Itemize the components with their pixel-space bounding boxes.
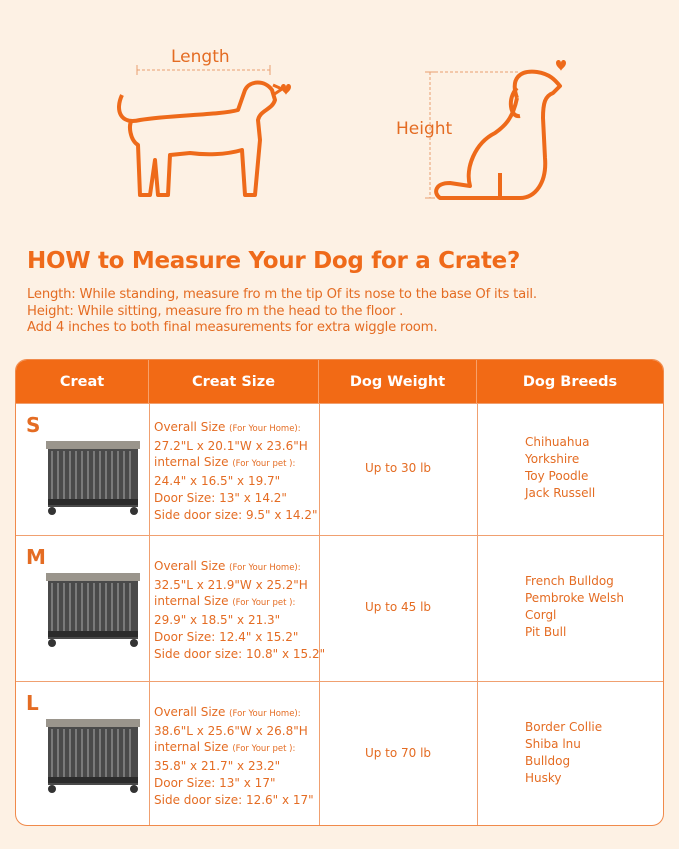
door-size: Door Size: 12.4" x 15.2" [154,629,299,644]
height-label: Height [396,119,453,139]
overall-label: Overall Size [154,420,226,434]
door-size: Door Size: 13" x 17" [154,775,276,790]
breed-item: Border Collie [525,720,603,734]
breed-item: Jack Russell [525,486,596,500]
internal-label: internal Size [154,594,229,609]
breed-item: Bulldog [525,754,571,768]
breed-item: Husky [525,771,562,785]
header-creat-size: Creat Size [149,360,319,403]
dog-breeds: French Bulldog Pembroke Welsh Corgl Pit Bul… [525,573,624,641]
breed-item: French Bulldog [525,574,614,588]
side-door-size: Side door size: 9.5" x 14.2" [154,507,318,522]
instructions: Length: While standing, measure fro m th… [27,287,537,337]
crate-specs: Overall Size (For Your Home): 38.6"L x 2… [154,704,314,808]
header-dog-weight: Dog Weight [319,360,477,403]
breed-item: Shiba lnu [525,737,581,751]
height-instruction: Height: While sitting, measure fro m the… [27,303,404,319]
size-table: Creat Creat Size Dog Weight Dog Breeds S… [15,359,664,826]
crate-image [46,573,140,647]
extra-room-instruction: Add 4 inches to both final measurements … [27,320,438,335]
crate-image [46,719,140,793]
overall-note: (For Your Home): [229,709,301,719]
overall-note: (For Your Home): [229,424,301,434]
header-dog-breeds: Dog Breeds [522,373,618,390]
dog-weight: Up to 70 lb [364,746,432,760]
sitting-dog-icon [425,60,566,200]
internal-note: (For Your pet ): [232,744,296,755]
table-row [16,535,663,681]
internal-note: (For Your pet ): [232,598,296,609]
breed-item: Toy Poodle [525,469,589,483]
standing-dog-icon [117,65,291,197]
overall-size: 32.5"L x 21.9"W x 25.2"H [154,577,308,592]
crate-size-letter: M [26,545,46,569]
dog-breeds: Border Collie Shiba lnu Bulldog Husky [525,719,602,787]
side-door-size: Side door size: 10.8" x 15.2" [154,646,326,661]
door-size: Door Size: 13" x 14.2" [154,490,287,505]
breed-item: Chihuahua [525,435,590,449]
breed-item: Pembroke Welsh [525,591,624,605]
internal-size: 29.9" x 18.5" x 21.3" [154,613,281,628]
dog-weight: Up to 45 lb [364,600,432,614]
overall-label: Overall Size [154,559,226,573]
internal-size: 24.4" x 16.5" x 19.7" [154,474,281,489]
table-header: Creat Creat Size Dog Weight Dog Breeds [16,360,663,403]
breed-item: Yorkshire [525,452,580,466]
header-creat: Creat [16,360,149,403]
table-row [16,681,663,825]
crate-specs: Overall Size (For Your Home): 27.2"L x 2… [154,419,318,523]
overall-note: (For Your Home): [229,563,301,573]
crate-size-letter: L [26,691,39,715]
page-title: HOW to Measure Your Dog for a Crate? [27,248,520,274]
internal-note: (For Your pet ): [232,459,296,470]
internal-label: internal Size [154,455,229,470]
length-instruction: Length: While standing, measure fro m th… [27,287,537,302]
dog-weight: Up to 30 lb [364,461,432,475]
overall-label: Overall Size [154,705,226,719]
breed-item: Corgl [525,608,557,622]
internal-label: internal Size [154,740,229,755]
overall-size: 27.2"L x 20.1"W x 23.6"H [154,438,308,453]
table-row [16,403,663,535]
length-label: Length [171,47,230,67]
breed-item: Pit Bull [525,625,567,639]
overall-size: 38.6"L x 25.6"W x 26.8"H [154,723,308,738]
crate-specs: Overall Size (For Your Home): 32.5"L x 2… [154,558,325,662]
dog-breeds: Chihuahua Yorkshire Toy Poodle Jack Russell [525,434,595,502]
crate-size-letter: S [26,413,41,437]
internal-size: 35.8" x 21.7" x 23.2" [154,759,281,774]
crate-image [46,441,140,515]
side-door-size: Side door size: 12.6" x 17" [154,792,314,807]
